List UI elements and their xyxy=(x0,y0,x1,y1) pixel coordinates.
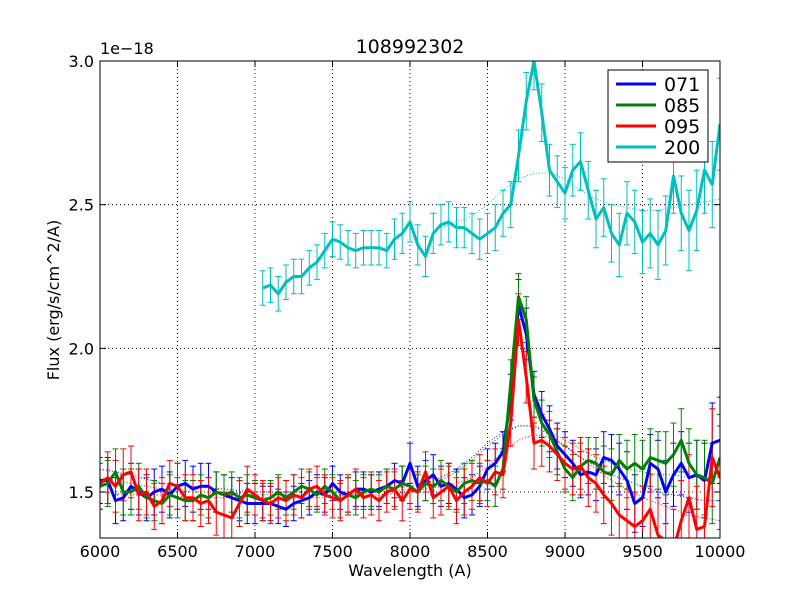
error-bar xyxy=(100,457,103,510)
error-bar xyxy=(717,396,720,484)
x-tick-label: 8000 xyxy=(390,542,431,561)
y-offset-label: 1e−18 xyxy=(100,39,154,58)
x-tick-label: 7000 xyxy=(235,542,276,561)
x-tick-label: 9000 xyxy=(545,542,586,561)
error-bar xyxy=(717,413,720,502)
legend-label-095: 095 xyxy=(664,116,700,138)
series-line-085 xyxy=(100,295,720,506)
y-tick-label: 1.5 xyxy=(69,483,94,502)
series-lines xyxy=(100,61,720,538)
x-tick-label: 10000 xyxy=(695,542,746,561)
x-tick-label: 6000 xyxy=(80,542,121,561)
error-bar xyxy=(717,425,720,530)
series-line-200 xyxy=(262,61,720,296)
y-axis-label: Flux (erg/s/cm^2/A) xyxy=(44,220,63,381)
error-bar xyxy=(662,503,669,538)
axis-ticks: 6000 6500 7000 7500 8000 8500 9000 9500 10000 1.5… xyxy=(69,52,746,561)
error-bar xyxy=(670,508,677,538)
y-tick-label: 2.0 xyxy=(69,339,94,358)
legend-label-085: 085 xyxy=(664,95,700,117)
x-tick-label: 6500 xyxy=(157,542,198,561)
chart-title: 108992302 xyxy=(356,36,465,58)
x-tick-label: 7500 xyxy=(312,542,353,561)
legend-label-071: 071 xyxy=(664,74,700,96)
series-line-095 xyxy=(100,318,720,538)
x-tick-label: 9500 xyxy=(622,542,663,561)
x-axis-label: Wavelength (A) xyxy=(348,561,471,580)
y-tick-label: 2.5 xyxy=(69,196,94,215)
y-tick-label: 3.0 xyxy=(69,52,94,71)
x-tick-label: 8500 xyxy=(467,542,508,561)
legend-label-200: 200 xyxy=(664,137,700,159)
error-bar xyxy=(531,61,537,91)
error-bar xyxy=(717,77,720,171)
